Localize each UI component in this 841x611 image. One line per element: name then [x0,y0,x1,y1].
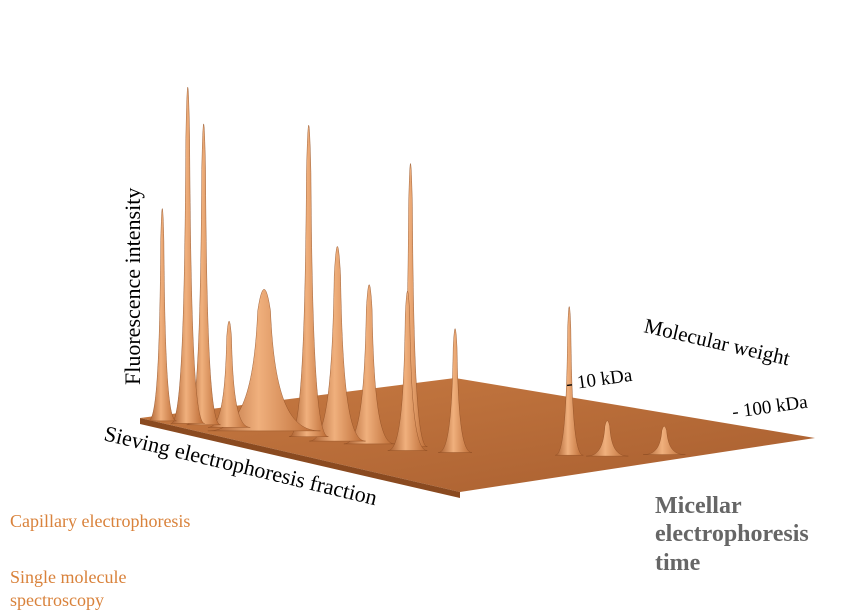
peak [555,306,584,456]
single-molecule-spectroscopy-link[interactable]: Single molecule spectroscopy [10,567,127,610]
peak [309,246,366,442]
surface-front-edge [140,418,460,498]
depth-axis-label: Molecular weight [642,313,792,370]
peak [288,124,329,437]
peak [170,86,205,424]
peak [148,208,177,422]
z-axis-label: Fluorescence intensity [120,188,145,385]
peak [207,289,321,432]
peak [586,420,629,457]
depth-tick-10kda: - 10 kDa [565,365,634,395]
peak [207,320,251,428]
peak [343,284,395,445]
depth-tick-100kda: - 100 kDa [731,392,810,423]
peak [186,123,221,426]
capillary-electrophoresis-link[interactable]: Capillary electrophoresis [10,511,191,531]
micellar-axis-label: Micellar electrophoresis time [655,493,809,576]
peak [387,291,428,451]
peak [438,328,473,453]
peaks-layer [148,86,686,457]
peak [643,426,686,455]
